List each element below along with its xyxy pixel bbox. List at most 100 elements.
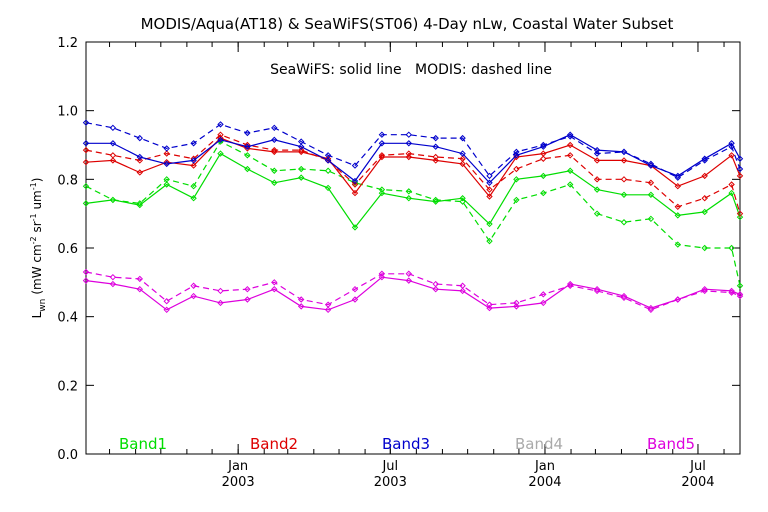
data-point-band1-modis [378, 186, 386, 193]
data-point-band2-modis [405, 150, 413, 157]
data-point-band5-modis [459, 282, 466, 289]
data-point-band1-modis [674, 241, 682, 248]
data-point-band5-modis [109, 273, 117, 281]
data-point-band3-seawifs [513, 152, 520, 159]
y-tick-label-4: 0.8 [57, 173, 78, 188]
y-axis-label: Lwn(mW cm-2 sr-1 um-1) [29, 178, 48, 319]
data-point-band5-modis [297, 296, 305, 303]
data-point-band3-seawifs [378, 140, 386, 147]
data-point-band5-modis [728, 289, 735, 296]
data-point-band1-seawifs [513, 176, 520, 183]
data-point-band2-modis [378, 152, 386, 159]
data-point-band3-modis [297, 138, 305, 145]
data-point-band2-seawifs [736, 172, 744, 180]
x-tick-month-3: Jul [689, 459, 706, 474]
data-point-band1-modis [190, 182, 197, 190]
data-point-band3-seawifs [405, 140, 413, 147]
data-point-band5-seawifs [540, 299, 547, 307]
data-point-band2-modis [244, 141, 251, 149]
series-line-band5-modis [85, 271, 741, 311]
data-point-band1-seawifs [459, 195, 466, 202]
data-point-band1-modis [459, 198, 466, 205]
data-point-band3-modis [701, 157, 708, 164]
data-point-band2-seawifs [405, 153, 413, 161]
data-point-band5-seawifs [701, 285, 708, 293]
data-point-band5-seawifs [620, 292, 628, 300]
data-point-band2-modis [82, 146, 90, 154]
plot-frame [85, 41, 741, 455]
data-point-band5-modis [486, 301, 493, 308]
data-point-band5-seawifs [513, 303, 520, 310]
data-point-band1-modis [540, 189, 547, 197]
data-point-band5-modis [190, 282, 197, 289]
data-point-band2-modis [297, 146, 305, 154]
data-point-band3-modis [378, 131, 386, 138]
data-point-band1-seawifs [486, 220, 493, 228]
data-point-band3-seawifs [593, 146, 601, 154]
data-point-band5-modis [593, 287, 601, 295]
data-point-band3-seawifs [566, 131, 574, 138]
data-point-band5-modis [351, 285, 359, 293]
data-point-band3-modis [674, 174, 682, 181]
data-point-band2-modis [701, 195, 708, 202]
data-point-band3-modis [459, 134, 466, 142]
data-point-band1-seawifs [297, 174, 305, 181]
data-point-band5-seawifs [647, 304, 655, 312]
data-point-band1-modis [244, 152, 251, 159]
data-point-band5-seawifs [486, 304, 493, 312]
data-point-band2-modis [540, 155, 547, 162]
data-point-band5-modis [378, 270, 386, 277]
data-point-band2-seawifs [136, 169, 144, 176]
data-point-band3-modis [82, 119, 90, 126]
data-point-band2-seawifs [674, 182, 682, 190]
data-point-band5-modis [271, 279, 278, 286]
data-point-band3-modis [163, 145, 170, 152]
data-point-band5-seawifs [593, 285, 601, 293]
data-point-band5-modis [82, 268, 90, 276]
y-label-main: L [30, 311, 44, 318]
data-point-band5-seawifs [351, 296, 359, 303]
data-point-band2-modis [593, 176, 601, 183]
data-point-band5-seawifs [324, 306, 332, 314]
band-label-4: Band4 [515, 435, 563, 453]
data-point-band5-seawifs [109, 280, 117, 288]
data-point-band3-modis [271, 124, 278, 132]
data-point-band5-modis [405, 270, 413, 277]
data-point-band5-seawifs [190, 292, 197, 300]
data-point-band5-modis [217, 287, 224, 295]
y-tick-label-3: 0.6 [57, 242, 78, 257]
data-point-band3-modis [593, 150, 601, 157]
data-point-band3-seawifs [486, 179, 493, 186]
data-point-band3-seawifs [271, 136, 278, 144]
data-point-band5-seawifs [736, 291, 744, 298]
data-point-band5-modis [701, 287, 708, 295]
data-point-band2-modis [513, 165, 520, 173]
data-point-band1-seawifs [82, 200, 90, 207]
data-point-band1-modis [271, 167, 278, 174]
data-point-band2-seawifs [566, 141, 574, 149]
data-point-band1-modis [136, 200, 144, 207]
data-point-band3-seawifs [244, 143, 251, 150]
data-point-band3-modis [540, 141, 547, 149]
data-point-band3-seawifs [432, 143, 439, 150]
data-point-band1-modis [728, 244, 735, 252]
data-point-band2-seawifs [324, 155, 332, 162]
data-point-band5-seawifs [271, 285, 278, 293]
data-point-band5-modis [647, 306, 655, 314]
data-point-band3-modis [728, 143, 735, 150]
data-point-band1-seawifs [190, 195, 197, 202]
data-point-band1-seawifs [593, 186, 601, 193]
series-line-band1-modis [85, 140, 741, 286]
data-point-band1-modis [109, 196, 117, 204]
data-point-band1-modis [324, 167, 332, 174]
data-point-band1-seawifs [540, 172, 547, 180]
x-tick-month-0: Jan [227, 459, 248, 474]
data-point-band3-modis [736, 165, 744, 173]
data-point-band2-modis [674, 203, 682, 211]
data-point-band5-modis [163, 298, 170, 305]
data-point-band5-seawifs [459, 287, 466, 295]
data-point-band2-seawifs [217, 134, 224, 142]
data-point-band2-modis [190, 155, 197, 162]
x-tick-month-2: Jan [534, 459, 555, 474]
data-point-band1-modis [163, 176, 170, 183]
